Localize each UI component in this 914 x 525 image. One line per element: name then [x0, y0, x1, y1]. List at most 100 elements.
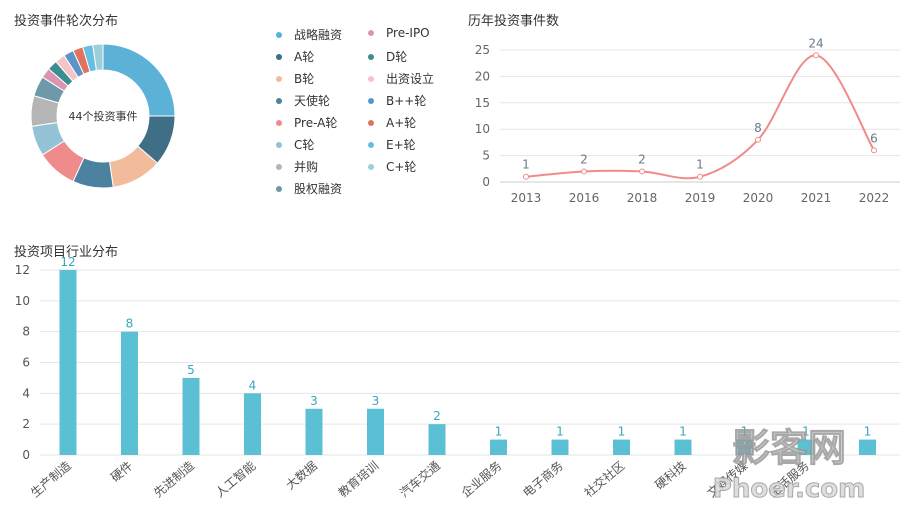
legend-item[interactable]: E+轮 [368, 136, 416, 153]
legend-label: Pre-IPO [386, 26, 430, 40]
legend-label: D轮 [386, 50, 408, 64]
line-point [755, 136, 761, 143]
bar-value-label: 1 [618, 425, 626, 439]
line-point [523, 173, 529, 180]
y-tick-label: 10 [15, 294, 30, 308]
legend-label: B轮 [294, 72, 315, 86]
bar [428, 424, 446, 455]
bar-chart: 0 2 4 6 8 10 12 12 生产制造 8 硬件 5 先进制造 4 人工智能 3 大数据 3 教育培训 2 汽车… [15, 255, 900, 501]
legend-color-dot [368, 75, 374, 82]
legend-label: A+轮 [386, 116, 417, 130]
line-point [581, 168, 587, 175]
legend-label: 天使轮 [294, 94, 331, 108]
bar-value-label: 3 [372, 394, 380, 408]
y-tick-label: 4 [22, 386, 30, 400]
legend-item[interactable]: B++轮 [368, 92, 426, 109]
x-tick-label: 企业服务 [458, 458, 504, 500]
legend-item[interactable]: A+轮 [368, 114, 416, 131]
x-tick-label: 2018 [627, 191, 658, 205]
bar-value-label: 8 [126, 317, 134, 331]
legend-item[interactable]: 股权融资 [276, 180, 342, 197]
legend-item[interactable]: A轮 [276, 48, 314, 65]
bar-value-label: 3 [310, 394, 318, 408]
point-value-label: 8 [754, 121, 762, 135]
point-value-label: 2 [580, 152, 588, 166]
legend-color-dot [276, 75, 282, 82]
line-chart: 0 5 10 15 20 25 1 2013 2 2016 2 2018 1 2019 8 2020 24 202… [475, 36, 900, 205]
bar-value-label: 1 [802, 425, 810, 439]
legend-color-dot [276, 163, 282, 170]
legend-color-dot [276, 185, 282, 192]
bar [490, 439, 507, 455]
legend-label: C轮 [294, 138, 315, 152]
line-point [639, 168, 645, 175]
legend-label: 股权融资 [294, 182, 343, 196]
y-tick-label: 25 [475, 43, 490, 57]
legend-item[interactable]: 并购 [276, 158, 318, 175]
legend-item[interactable]: 出资设立 [368, 70, 434, 87]
legend-color-dot [276, 119, 282, 126]
y-tick-label: 20 [475, 69, 490, 83]
bar [613, 439, 630, 455]
point-value-label: 1 [696, 158, 704, 172]
legend-item[interactable]: 战略融资 [276, 26, 342, 43]
legend-color-dot [368, 53, 374, 60]
watermark-logo: 影客网 Phoer.com [712, 426, 865, 504]
legend-label: 并购 [294, 160, 319, 174]
line-point [697, 173, 703, 180]
legend-item[interactable]: Pre-IPO [368, 26, 430, 40]
x-tick-label: 汽车交通 [397, 458, 443, 500]
x-tick-label: 2020 [743, 191, 774, 205]
bar [551, 439, 569, 455]
x-tick-label: 大数据 [283, 458, 320, 493]
bar [59, 270, 77, 455]
donut-chart: 44个投资事件 [30, 43, 176, 189]
legend-item[interactable]: Pre-A轮 [276, 114, 337, 131]
legend-color-dot [368, 30, 374, 36]
y-tick-label: 0 [22, 448, 30, 462]
legend-item[interactable]: C轮 [276, 136, 314, 153]
y-tick-label: 5 [482, 149, 490, 163]
legend-label: A轮 [294, 50, 315, 64]
legend-item[interactable]: C+轮 [368, 158, 416, 175]
bar-value-label: 1 [864, 425, 872, 439]
legend-color-dot [368, 141, 374, 148]
legend-item[interactable]: D轮 [368, 48, 407, 65]
point-value-label: 24 [808, 36, 823, 50]
legend-label: C+轮 [386, 160, 417, 174]
bar [367, 408, 384, 455]
bar [797, 439, 815, 455]
line-point [871, 147, 877, 154]
legend-color-dot [368, 97, 374, 104]
legend-item[interactable]: B轮 [276, 70, 314, 87]
bar-value-label: 12 [60, 255, 75, 269]
bar [859, 439, 876, 455]
point-value-label: 1 [522, 158, 530, 172]
donut-center-label: 44个投资事件 [69, 109, 138, 123]
legend-label: 战略融资 [294, 28, 343, 42]
y-tick-label: 12 [15, 263, 30, 277]
legend-color-dot [276, 141, 282, 148]
bar-value-label: 5 [187, 363, 195, 377]
legend-color-dot [276, 53, 282, 60]
y-tick-label: 10 [475, 122, 490, 136]
donut-slice [92, 43, 104, 72]
x-tick-label: 生产制造 [28, 459, 74, 501]
x-tick-label: 2013 [511, 191, 542, 205]
line-chart-title: 历年投资事件数 [468, 14, 560, 29]
bar [244, 393, 261, 455]
bar [674, 439, 692, 455]
bar-value-label: 2 [433, 409, 441, 423]
y-tick-label: 0 [482, 175, 490, 189]
bar-chart-title: 投资项目行业分布 [14, 245, 119, 260]
bar [121, 331, 138, 455]
bar-value-label: 4 [249, 378, 257, 392]
x-tick-label: 硬科技 [652, 459, 689, 493]
x-tick-label: 电子商务 [520, 458, 566, 500]
watermark-line1: 影客网 [732, 426, 846, 470]
bar-value-label: 1 [741, 425, 749, 439]
legend-item[interactable]: 天使轮 [276, 92, 330, 109]
legend-color-dot [276, 31, 282, 38]
x-tick-label: 硬件 [108, 459, 135, 485]
legend-color-dot [368, 163, 374, 170]
